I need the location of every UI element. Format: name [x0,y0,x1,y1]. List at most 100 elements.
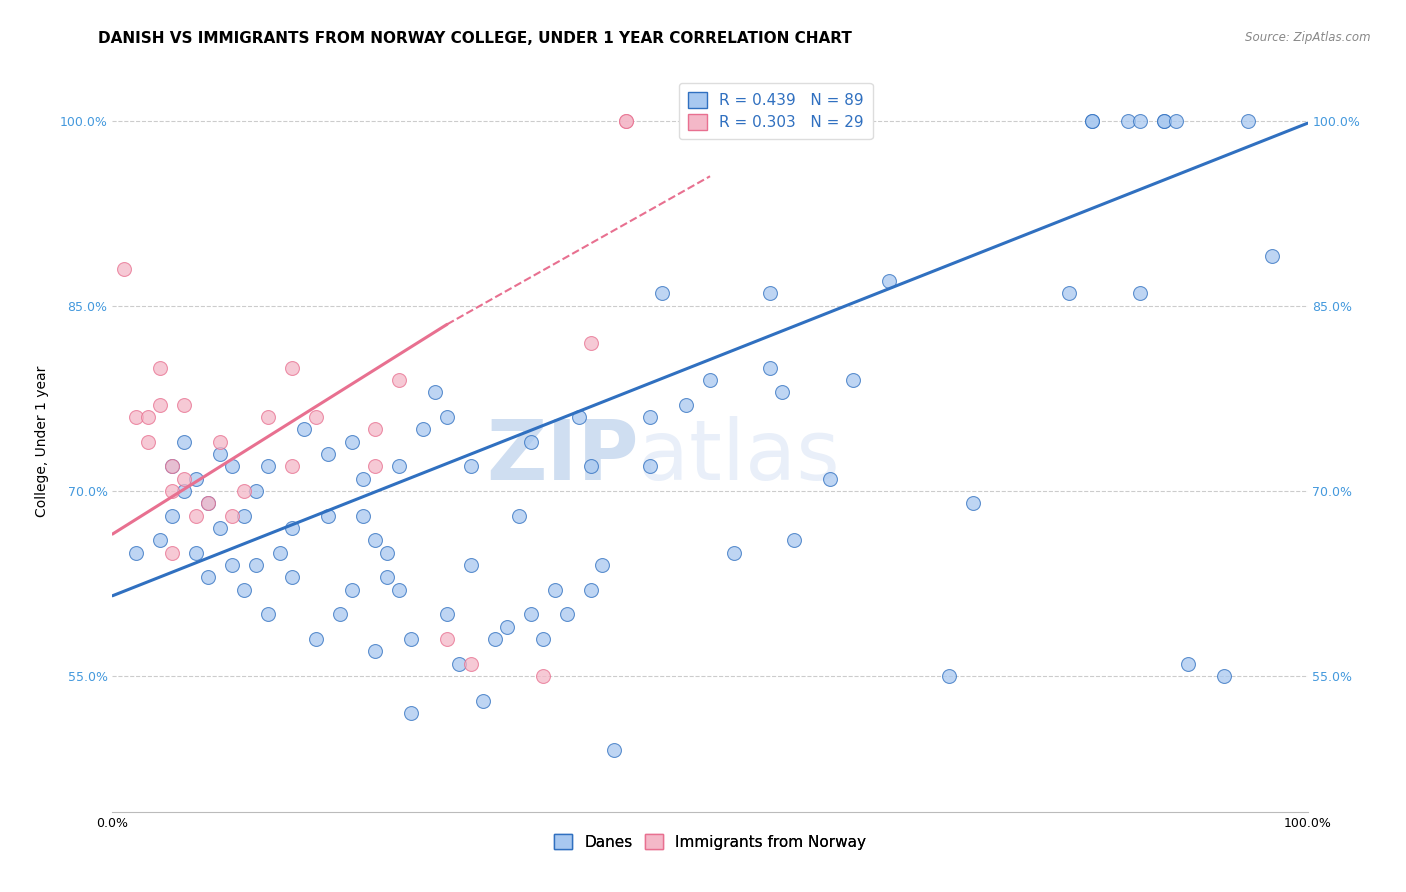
Point [1153,113,1175,128]
Point [364,422,387,436]
Point [699,373,721,387]
Point [388,459,411,474]
Point [149,533,172,548]
Point [257,409,280,424]
Point [138,409,160,424]
Point [460,558,482,572]
Point [114,261,135,276]
Text: DANISH VS IMMIGRANTS FROM NORWAY COLLEGE, UNDER 1 YEAR CORRELATION CHART: DANISH VS IMMIGRANTS FROM NORWAY COLLEGE… [98,31,852,46]
Point [340,582,363,597]
Point [1237,113,1260,128]
Point [401,632,423,646]
Point [436,632,458,646]
Point [305,632,328,646]
Point [496,620,519,634]
Point [173,472,195,486]
Point [388,582,411,597]
Point [472,694,495,708]
Point [186,546,208,560]
Point [1261,250,1284,264]
Point [640,459,662,474]
Point [447,657,470,671]
Point [759,360,782,375]
Point [938,669,960,683]
Point [352,508,374,523]
Point [233,483,256,498]
Point [425,385,447,400]
Point [292,422,315,436]
Point [257,459,280,474]
Y-axis label: College, Under 1 year: College, Under 1 year [35,366,49,517]
Point [879,274,901,288]
Point [149,360,172,375]
Point [388,373,411,387]
Point [436,607,458,622]
Point [209,434,232,449]
Point [305,409,328,424]
Point [162,483,183,498]
Point [125,409,148,424]
Point [257,607,280,622]
Point [531,669,554,683]
Point [616,113,638,128]
Text: atlas: atlas [638,416,839,497]
Text: ZIP: ZIP [486,416,638,497]
Point [1129,113,1152,128]
Point [329,607,352,622]
Point [1057,286,1080,301]
Point [162,459,183,474]
Point [460,459,482,474]
Point [209,521,232,535]
Point [603,743,626,757]
Point [555,607,578,622]
Point [377,570,399,584]
Point [162,459,183,474]
Point [520,607,543,622]
Point [520,434,543,449]
Point [173,434,195,449]
Point [364,644,387,658]
Point [543,582,565,597]
Point [162,508,183,523]
Point [197,496,219,510]
Point [138,434,160,449]
Point [281,521,304,535]
Point [173,398,195,412]
Point [233,582,256,597]
Point [221,508,243,523]
Point [723,546,745,560]
Point [186,472,208,486]
Point [364,459,387,474]
Point [377,546,399,560]
Point [173,483,195,498]
Point [531,632,554,646]
Point [460,657,482,671]
Point [269,546,291,560]
Point [281,360,304,375]
Point [412,422,434,436]
Point [616,113,638,128]
Point [759,286,782,301]
Point [484,632,506,646]
Point [233,508,256,523]
Point [579,582,602,597]
Point [125,546,148,560]
Point [842,373,865,387]
Point [245,483,267,498]
Point [364,533,387,548]
Point [1129,286,1152,301]
Point [281,459,304,474]
Point [221,459,243,474]
Point [818,472,841,486]
Point [401,706,423,720]
Point [221,558,243,572]
Point [149,398,172,412]
Legend: Danes, Immigrants from Norway: Danes, Immigrants from Norway [547,828,873,856]
Point [675,398,697,412]
Point [1081,113,1104,128]
Point [508,508,530,523]
Point [1081,113,1104,128]
Point [770,385,793,400]
Point [162,546,183,560]
Point [186,508,208,523]
